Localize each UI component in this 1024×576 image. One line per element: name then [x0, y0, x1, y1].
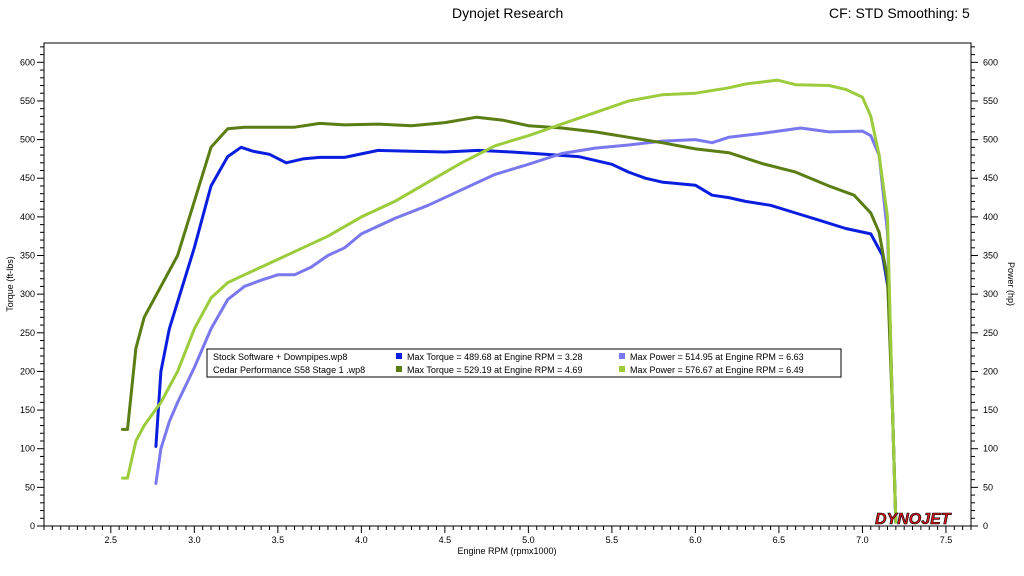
y-right-tick-label: 450	[983, 173, 998, 183]
series-line-stage1-power	[121, 78, 898, 524]
x-tick-label: 3.5	[272, 535, 285, 545]
series-line-stock-power	[154, 126, 898, 524]
dynojet-logo-text: DYNOJET	[875, 511, 952, 528]
legend: Stock Software + Downpipes.wp8 Max Torqu…	[206, 348, 842, 378]
y-axis-right: 0 50 100 150 200 250 300 350 400 450 500 550 600	[971, 46, 998, 531]
legend-swatch-stage1-power	[619, 366, 625, 372]
x-tick-label: 4.0	[355, 535, 368, 545]
x-axis-label: Engine RPM (rpmx1000)	[457, 546, 556, 556]
legend-torque-2: Max Torque = 529.19 at Engine RPM = 4.69	[407, 365, 582, 375]
y-axis-left: 0 50 100 150 200 250 300 350 400 450 500 550 600	[20, 46, 44, 531]
y-left-tick-label: 150	[20, 405, 35, 415]
y-left-tick-label: 100	[20, 444, 35, 454]
y-right-tick-label: 500	[983, 135, 998, 145]
y-right-tick-label: 250	[983, 328, 998, 338]
y-left-tick-label: 350	[20, 251, 35, 261]
y-axis-right-label: Power (hp)	[1006, 262, 1016, 306]
y-left-tick-label: 50	[25, 482, 35, 492]
header-info: CF: STD Smoothing: 5	[829, 5, 970, 21]
legend-power-1: Max Power = 514.95 at Engine RPM = 6.63	[630, 352, 804, 362]
y-right-tick-label: 300	[983, 289, 998, 299]
x-tick-label: 7.5	[940, 535, 953, 545]
legend-swatch-stock-torque	[396, 353, 402, 359]
x-tick-label: 2.5	[105, 535, 118, 545]
y-right-tick-label: 600	[983, 57, 998, 67]
y-right-tick-label: 550	[983, 96, 998, 106]
curves	[121, 78, 898, 524]
plot-area	[43, 42, 972, 527]
x-tick-label: 3.0	[188, 535, 201, 545]
y-right-tick-label: 0	[983, 521, 988, 531]
y-left-tick-label: 200	[20, 366, 35, 376]
legend-swatch-stock-power	[619, 353, 625, 359]
y-left-tick-label: 600	[20, 57, 35, 67]
x-tick-label: 5.5	[606, 535, 619, 545]
x-tick-label: 6.0	[689, 535, 702, 545]
x-axis: 2.5 3.0 3.5 4.0 4.5 5.0 5.5 6.0 6.5 7.0 7.5	[43, 526, 972, 545]
y-left-tick-label: 450	[20, 173, 35, 183]
legend-box	[206, 348, 842, 378]
y-left-tick-label: 500	[20, 135, 35, 145]
dynojet-logo: DYNOJET	[875, 511, 952, 529]
x-tick-label: 5.0	[522, 535, 535, 545]
legend-power-2: Max Power = 576.67 at Engine RPM = 6.49	[630, 365, 804, 375]
legend-swatch-stage1-torque	[396, 366, 402, 372]
legend-file-1: Stock Software + Downpipes.wp8	[213, 352, 347, 362]
y-axis-left-label: Torque (ft-lbs)	[5, 256, 15, 312]
x-tick-label: 7.0	[856, 535, 869, 545]
y-left-tick-label: 400	[20, 212, 35, 222]
y-right-tick-label: 200	[983, 366, 998, 376]
series-line-stock-torque	[154, 145, 898, 524]
y-right-tick-label: 100	[983, 444, 998, 454]
y-left-tick-label: 300	[20, 289, 35, 299]
legend-torque-1: Max Torque = 489.68 at Engine RPM = 3.28	[407, 352, 582, 362]
y-left-tick-label: 0	[30, 521, 35, 531]
y-right-tick-label: 150	[983, 405, 998, 415]
y-right-tick-label: 50	[983, 482, 993, 492]
x-tick-label: 4.5	[439, 535, 452, 545]
y-left-tick-label: 250	[20, 328, 35, 338]
x-tick-label: 6.5	[773, 535, 786, 545]
series-line-stage1-torque	[121, 115, 898, 524]
y-right-tick-label: 350	[983, 251, 998, 261]
legend-file-2: Cedar Performance S58 Stage 1 .wp8	[213, 365, 365, 375]
header-title: Dynojet Research	[452, 5, 564, 21]
y-left-tick-label: 550	[20, 96, 35, 106]
y-right-tick-label: 400	[983, 212, 998, 222]
